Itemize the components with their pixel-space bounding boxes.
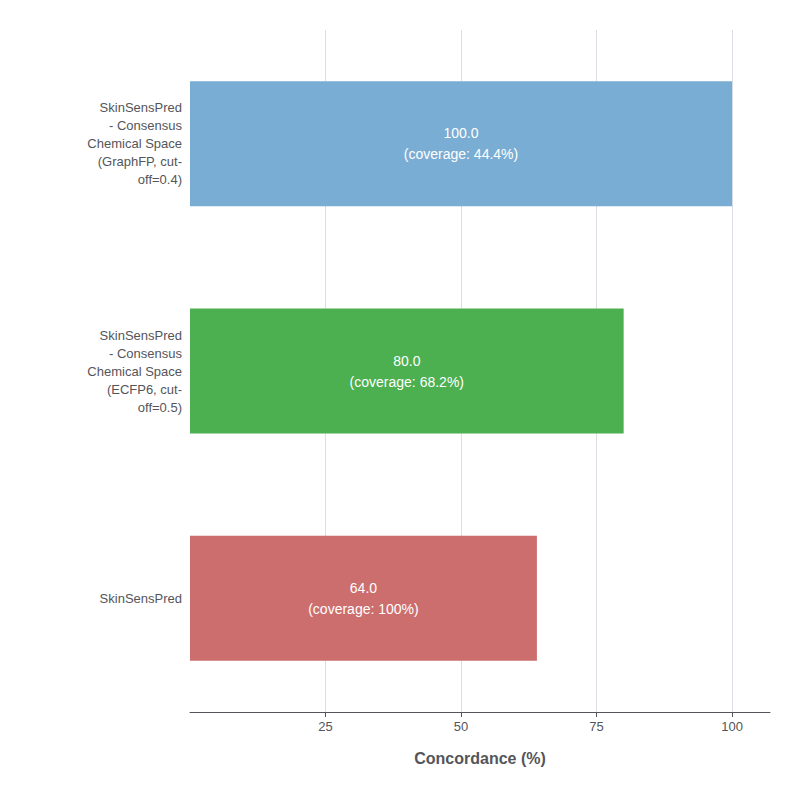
svg-text:50: 50 <box>454 719 468 734</box>
svg-text:(ECFP6, cut-: (ECFP6, cut- <box>107 382 182 397</box>
svg-text:(coverage: 68.2%): (coverage: 68.2%) <box>350 374 464 390</box>
svg-text:75: 75 <box>589 719 603 734</box>
svg-text:64.0: 64.0 <box>350 580 377 596</box>
svg-text:off=0.4): off=0.4) <box>138 172 182 187</box>
svg-text:(coverage: 44.4%): (coverage: 44.4%) <box>404 146 518 162</box>
svg-text:(coverage: 100%): (coverage: 100%) <box>308 601 419 617</box>
svg-text:SkinSensPred: SkinSensPred <box>100 328 182 343</box>
svg-text:SkinSensPred: SkinSensPred <box>100 591 182 606</box>
svg-text:off=0.5): off=0.5) <box>138 400 182 415</box>
svg-text:(GraphFP, cut-: (GraphFP, cut- <box>98 154 182 169</box>
svg-text:- Consensus: - Consensus <box>109 346 182 361</box>
svg-text:- Consensus: - Consensus <box>109 118 182 133</box>
svg-text:100.0: 100.0 <box>444 125 479 141</box>
svg-text:Chemical Space: Chemical Space <box>87 136 182 151</box>
svg-text:SkinSensPred: SkinSensPred <box>100 100 182 115</box>
svg-text:80.0: 80.0 <box>393 353 420 369</box>
svg-text:Concordance (%): Concordance (%) <box>414 750 546 767</box>
svg-text:25: 25 <box>318 719 332 734</box>
svg-text:100: 100 <box>721 719 743 734</box>
svg-text:Chemical Space: Chemical Space <box>87 364 182 379</box>
